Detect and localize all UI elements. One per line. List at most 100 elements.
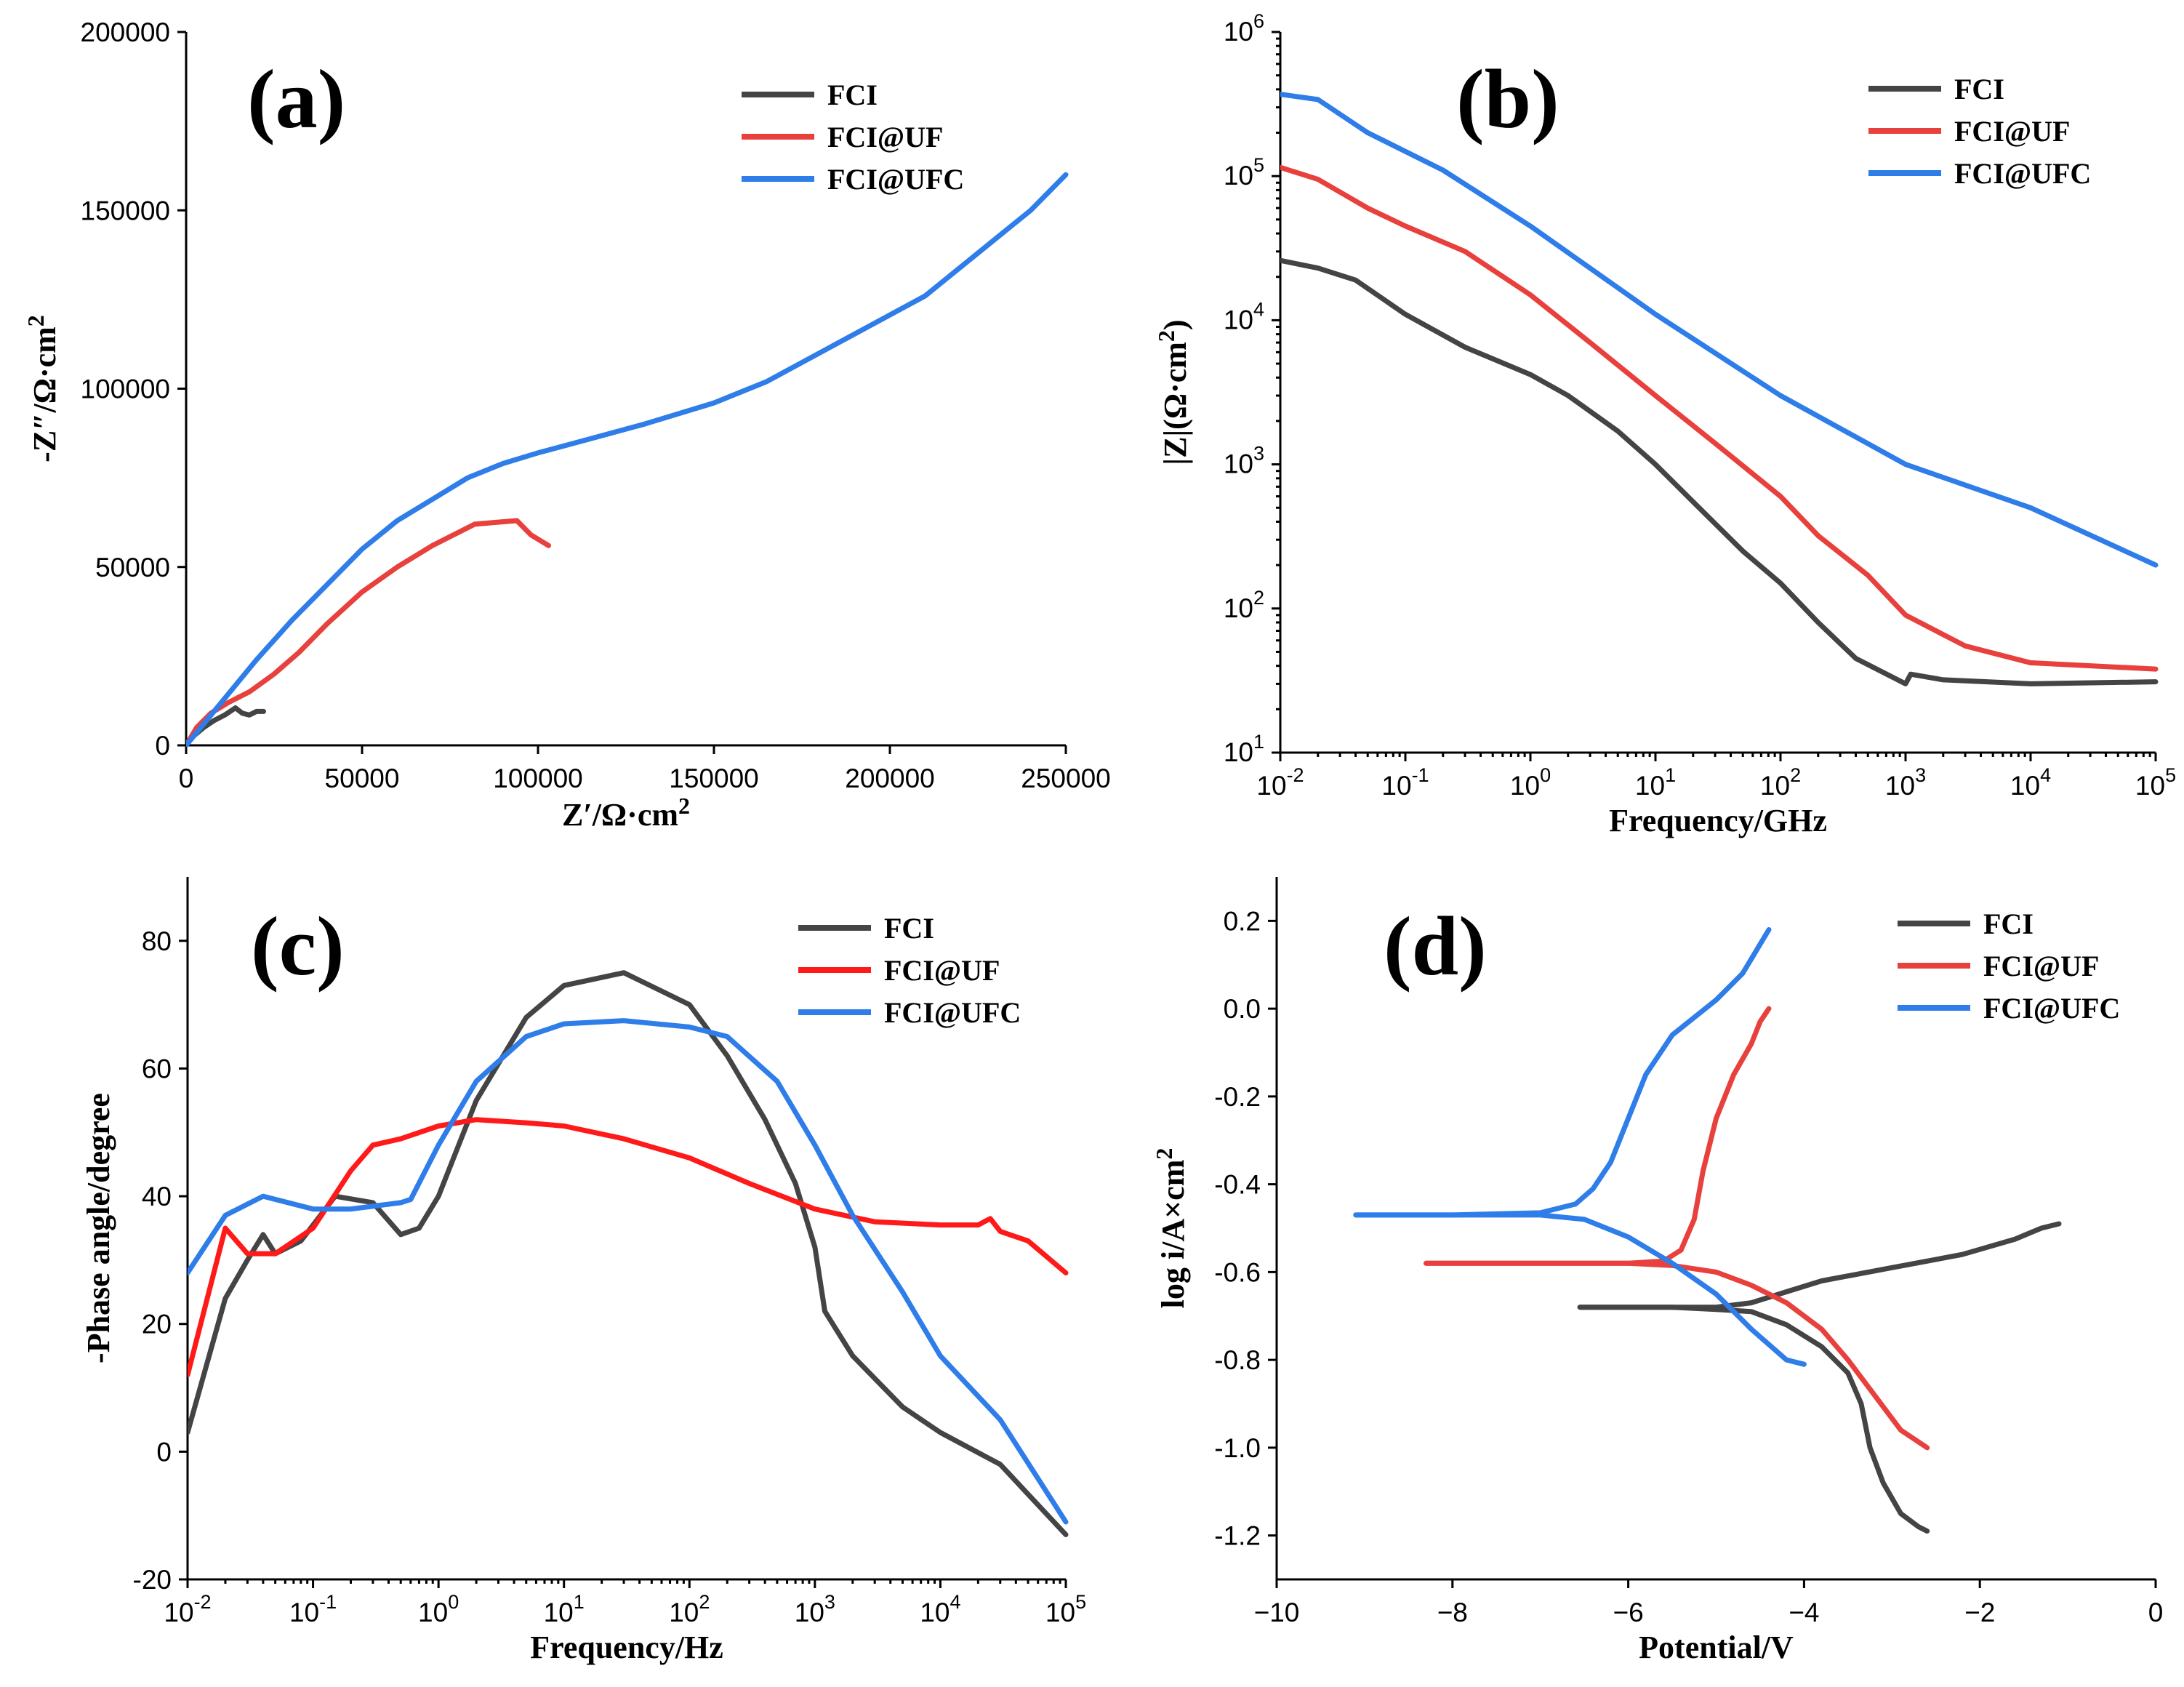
y-tick-label: 0.0: [1224, 994, 1261, 1024]
series-fci-line: [1577, 1221, 2062, 1310]
y-tick-label: 105: [1224, 154, 1264, 191]
x-tick-label: 0: [179, 764, 194, 793]
x-tick-label: 10-1: [1381, 764, 1429, 801]
panel-c-bode-phase: 10-2 10-1 100 101 102 103 104 105 -20 0 20 40 60 80 Fr…: [81, 877, 1086, 1665]
y-tick-label: 100000: [81, 374, 170, 404]
x-tick-label: 250000: [1021, 764, 1110, 793]
y-axis-title: -Z″/Ω·cm2: [23, 315, 63, 462]
legend-label: FCI@UF: [1954, 115, 2070, 148]
panel-d-polarization: −10 −8 −6 −4 −2 0 -1.2 -1.0 -0.8 -0.6 -0.4 -0.2 0.0 0…: [1151, 877, 2163, 1665]
plot-area: [188, 970, 1069, 1537]
x-tick-label: 10-2: [1256, 764, 1304, 801]
series-fci-line: [1280, 257, 2159, 686]
y-tick-label: -0.8: [1214, 1345, 1261, 1375]
y-tick-label: 60: [142, 1054, 172, 1083]
x-tick-label: 0: [2148, 1598, 2164, 1627]
series-fci-at-uf-line: [1424, 1260, 1930, 1451]
y-tick-label: -0.6: [1214, 1257, 1261, 1287]
x-tick-label: 10-2: [164, 1591, 211, 1627]
x-axis-title: Frequency/GHz: [1609, 803, 1827, 838]
plot-area: [186, 172, 1069, 747]
legend: FCI FCI@UF FCI@UFC: [1898, 907, 2120, 1025]
y-tick-label: 101: [1224, 731, 1264, 767]
legend-label: FCI@UF: [827, 121, 943, 153]
y-tick-label: -1.0: [1214, 1433, 1261, 1463]
plot-area: [1280, 92, 2159, 686]
x-tick-label: 150000: [669, 764, 758, 793]
legend-label: FCI@UFC: [827, 163, 964, 196]
x-tick-label: −6: [1613, 1598, 1644, 1627]
y-tick-label: 102: [1224, 587, 1264, 623]
series-fci-at-ufc-line: [188, 1018, 1069, 1525]
y-tick-label: 40: [142, 1182, 172, 1211]
x-tick-label: 105: [1045, 1591, 1086, 1627]
y-tick-label: -0.2: [1214, 1082, 1261, 1112]
panel-a-impedance-nyquist: 0 50000 100000 150000 200000 250000 0 50000 1000…: [23, 17, 1111, 833]
x-tick-label: −4: [1788, 1598, 1819, 1627]
panel-label: (a): [247, 53, 345, 146]
series-fci-line: [1577, 1305, 1930, 1534]
x-tick-label: 103: [1885, 764, 1926, 801]
x-tick-label: −2: [1964, 1598, 1995, 1627]
legend-label: FCI@UFC: [1954, 157, 2091, 190]
x-tick-label: 50000: [325, 764, 400, 793]
series-fci-at-ufc-line: [1353, 1212, 1807, 1367]
series-fci-at-uf-line: [1424, 1006, 1772, 1266]
x-tick-label: 101: [1635, 764, 1676, 801]
series-fci-at-ufc-line: [1353, 927, 1772, 1218]
legend-label: FCI@UFC: [884, 996, 1021, 1029]
x-axis-title: Potential/V: [1639, 1630, 1794, 1665]
legend-label: FCI: [1983, 907, 2034, 940]
y-axis-title: log i/A×cm2: [1151, 1148, 1191, 1309]
legend: FCI FCI@UF FCI@UFC: [742, 79, 964, 196]
legend: FCI FCI@UF FCI@UFC: [1868, 73, 2091, 190]
x-tick-label: −10: [1254, 1598, 1300, 1627]
panel-label: (b): [1456, 53, 1559, 146]
y-tick-label: 103: [1224, 443, 1264, 479]
y-tick-label: 104: [1224, 298, 1264, 334]
x-tick-label: 100: [1510, 764, 1551, 801]
panel-label: (c): [251, 900, 345, 993]
x-tick-label: 100: [418, 1591, 459, 1627]
series-fci-at-uf-line: [1280, 164, 2159, 672]
x-axis-title: Frequency/Hz: [530, 1630, 723, 1665]
x-axis-title: Z′/Ω·cm2: [562, 793, 690, 833]
legend-label: FCI@UF: [884, 954, 1000, 987]
y-tick-label: 0: [155, 731, 170, 761]
legend-label: FCI@UFC: [1983, 992, 2120, 1025]
y-tick-label: 80: [142, 926, 172, 956]
x-tick-label: 100000: [493, 764, 582, 793]
series-fci-at-uf-line: [188, 1117, 1069, 1378]
y-tick-label: 106: [1224, 10, 1264, 47]
y-tick-label: 0: [156, 1437, 172, 1467]
x-tick-label: 102: [669, 1591, 710, 1627]
legend-label: FCI@UF: [1983, 950, 2099, 982]
y-tick-label: -0.4: [1214, 1170, 1261, 1200]
y-tick-label: 50000: [95, 553, 170, 582]
y-tick-label: 200000: [81, 17, 170, 47]
panel-label: (d): [1384, 900, 1487, 993]
y-tick-label: 150000: [81, 196, 170, 225]
series-fci-at-ufc-line: [1280, 92, 2159, 568]
y-tick-label: -1.2: [1214, 1521, 1261, 1551]
y-axis-title: |Z|(Ω·cm2): [1153, 319, 1193, 465]
legend-label: FCI: [1954, 73, 2004, 105]
x-tick-label: 104: [920, 1591, 960, 1627]
series-fci-line: [188, 970, 1069, 1537]
x-tick-label: 105: [2135, 764, 2176, 801]
y-axis-title: -Phase angle/degree: [81, 1093, 116, 1363]
plot-area: [1353, 927, 2062, 1534]
legend: FCI FCI@UF FCI@UFC: [798, 912, 1021, 1029]
y-tick-label: -20: [133, 1565, 172, 1595]
panel-b-bode-magnitude: 10-2 10-1 100 101 102 103 104 105 101 102 103 104 10…: [1153, 10, 2176, 838]
legend-label: FCI: [827, 79, 878, 111]
legend-label: FCI: [884, 912, 934, 945]
x-tick-label: 200000: [845, 764, 934, 793]
x-tick-label: 102: [1760, 764, 1801, 801]
x-tick-label: 101: [544, 1591, 585, 1627]
x-tick-label: 103: [795, 1591, 835, 1627]
y-tick-label: 20: [142, 1310, 172, 1339]
x-tick-label: −8: [1437, 1598, 1468, 1627]
x-tick-label: 104: [2010, 764, 2051, 801]
